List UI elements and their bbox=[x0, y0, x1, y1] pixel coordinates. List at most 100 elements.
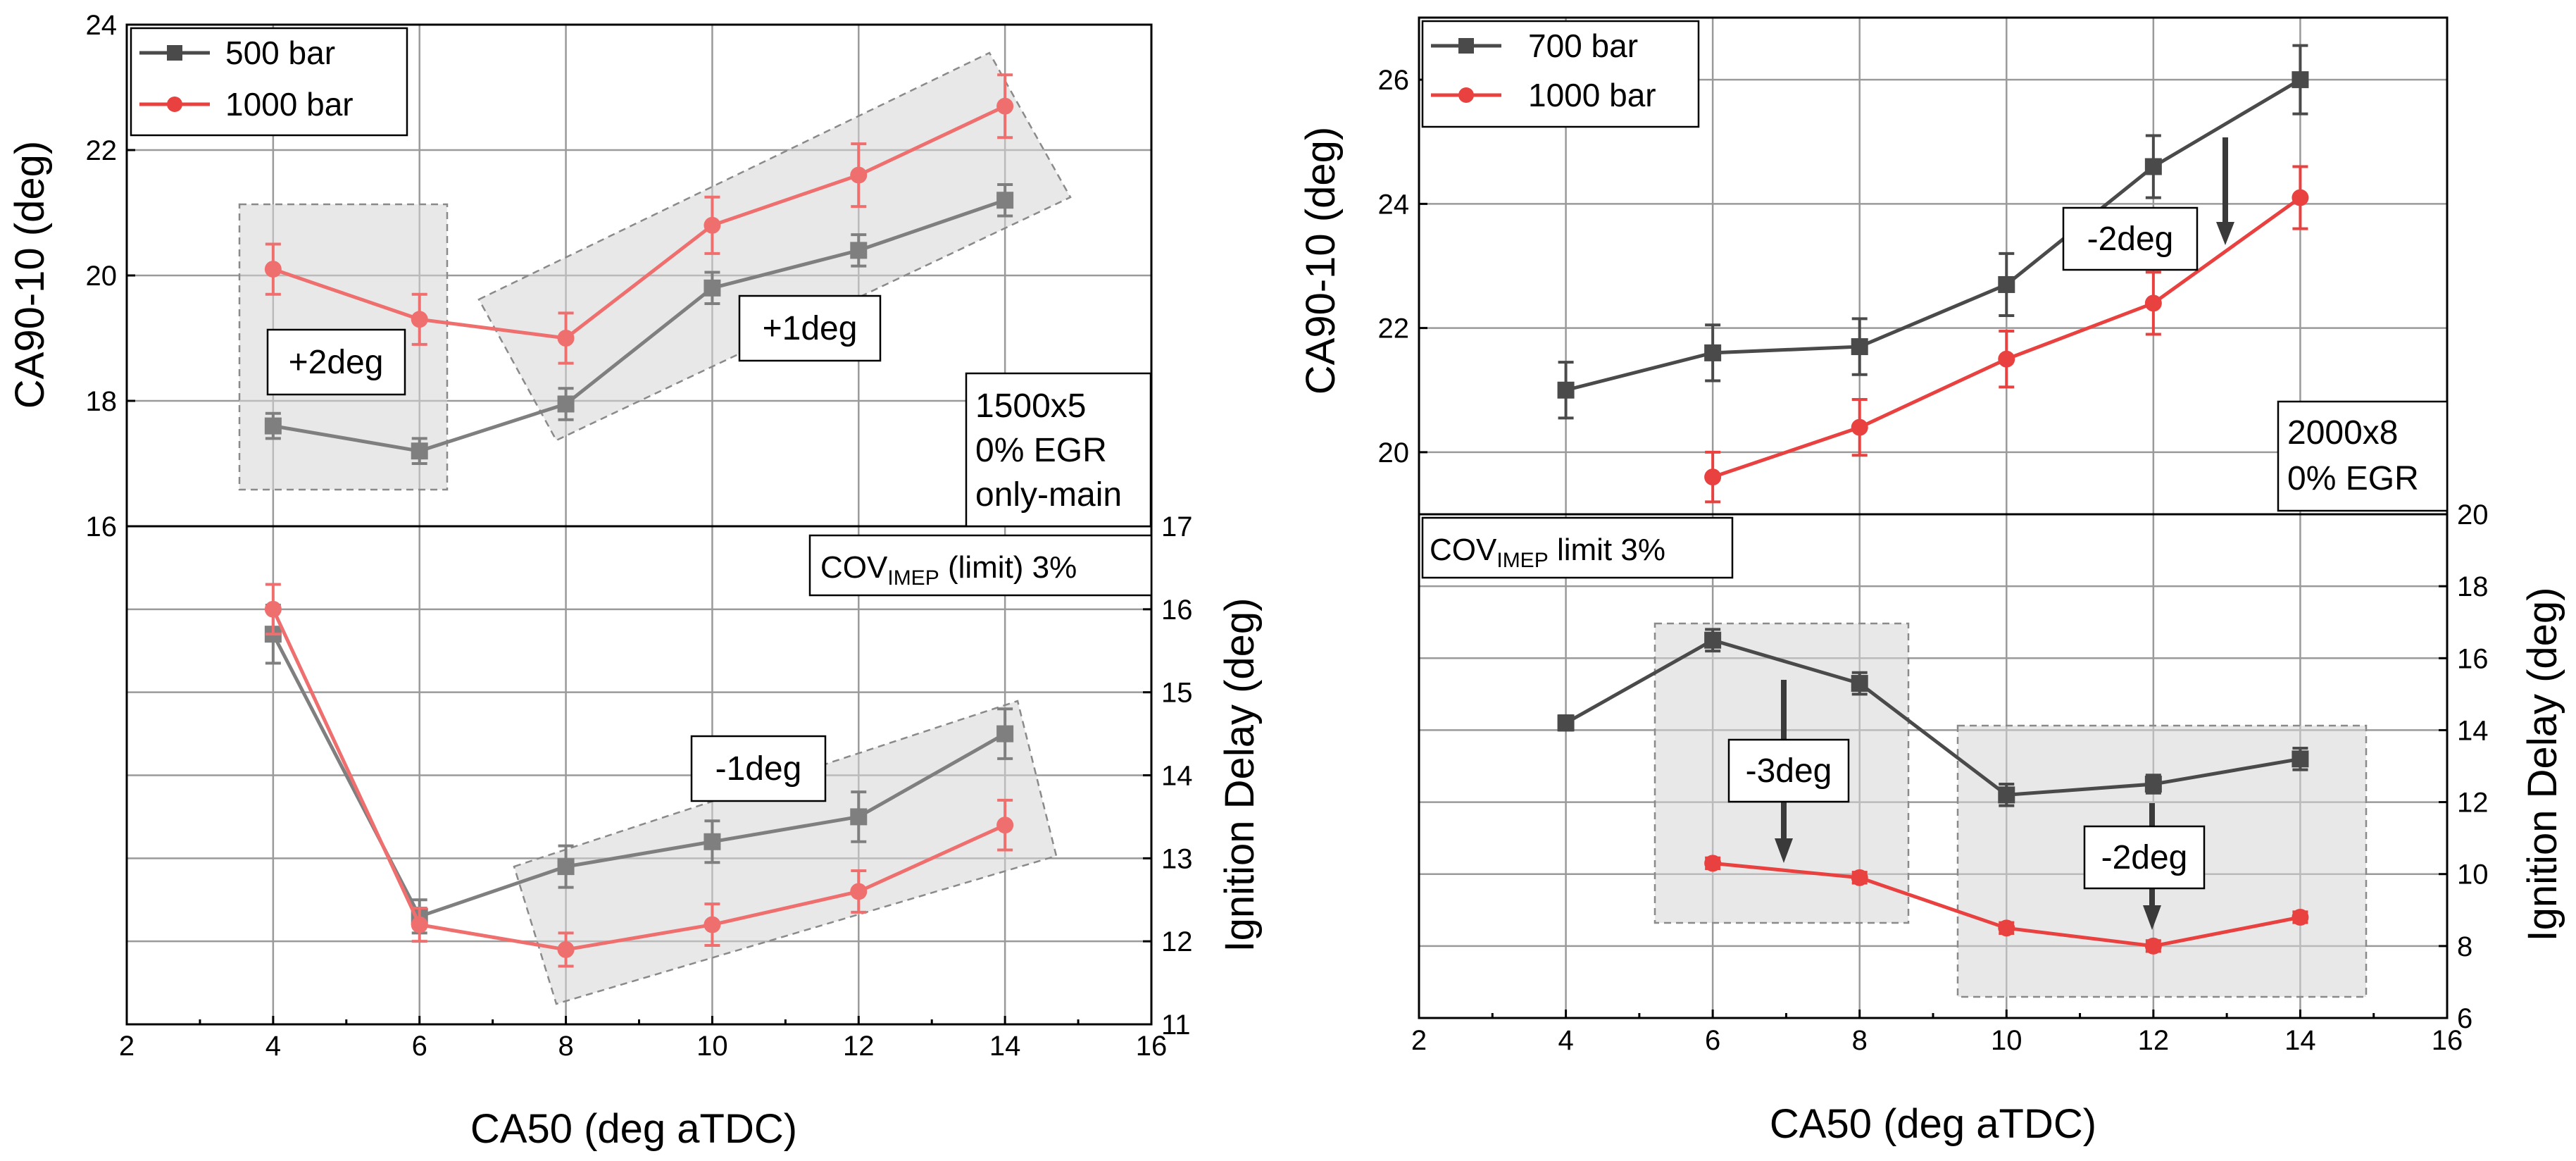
x-tick-label: 12 bbox=[843, 1031, 875, 1062]
top-y-tick-label: 20 bbox=[1378, 437, 1410, 468]
x-tick-label: 2 bbox=[119, 1031, 135, 1062]
top-series-line-1 bbox=[273, 104, 1006, 340]
top-series-line-0 bbox=[1565, 77, 2301, 392]
left-xlabel: CA50 (deg aTDC) bbox=[470, 1106, 797, 1152]
right-bottom-ylabel: Ignition Delay (deg) bbox=[2520, 588, 2565, 942]
right-cov-label: COVIMEP limit 3% bbox=[1430, 533, 1665, 572]
bottom-point-square bbox=[2291, 750, 2309, 768]
right-cov-tail: limit 3% bbox=[1549, 533, 1665, 567]
left-cov-label: COVIMEP (limit) 3% bbox=[820, 550, 1077, 590]
bottom-point-square bbox=[1704, 631, 1722, 649]
left-shaded-regions bbox=[238, 51, 1072, 1005]
x-tick-label: 16 bbox=[2432, 1025, 2463, 1056]
top-point-circle bbox=[264, 261, 282, 278]
bottom-point-square bbox=[557, 858, 575, 876]
right-legend: 700 bar 1000 bar bbox=[1421, 20, 1700, 128]
x-tick-label: 6 bbox=[1705, 1025, 1720, 1056]
bottom-point-circle bbox=[1704, 855, 1722, 872]
left-legend-marker-1 bbox=[167, 45, 182, 61]
left-annot-plus1: +1deg bbox=[763, 310, 858, 347]
top-point-circle bbox=[1704, 468, 1722, 486]
top-point-circle bbox=[411, 311, 428, 328]
top-y-tick-label: 20 bbox=[86, 261, 118, 292]
left-annot-box-minus1 bbox=[690, 735, 827, 802]
right-annot-minus2-bottom: -2deg bbox=[2101, 839, 2188, 876]
left-annot-box-plus1 bbox=[738, 294, 882, 362]
left-top-ylabel: CA90-10 (deg) bbox=[7, 141, 53, 409]
top-point-circle bbox=[996, 97, 1014, 115]
left-legend-label-1: 500 bar bbox=[225, 35, 335, 71]
right-legend-marker-1 bbox=[1458, 38, 1474, 54]
top-point-square bbox=[1851, 338, 1868, 356]
top-point-square bbox=[2144, 158, 2162, 175]
top-y-tick-label: 26 bbox=[1378, 65, 1410, 96]
x-tick-label: 8 bbox=[558, 1031, 573, 1062]
bottom-point-square bbox=[1998, 786, 2015, 804]
right-condition-line-1: 2000x8 bbox=[2287, 414, 2398, 452]
top-point-square bbox=[704, 279, 721, 297]
x-tick-label: 14 bbox=[989, 1031, 1021, 1062]
bottom-y-tick-label: 13 bbox=[1161, 843, 1193, 874]
bottom-point-circle bbox=[704, 916, 721, 933]
top-point-square bbox=[264, 417, 282, 435]
top-point-square bbox=[557, 395, 575, 413]
top-point-square bbox=[850, 242, 868, 259]
top-point-circle bbox=[850, 166, 868, 184]
top-point-circle bbox=[2291, 189, 2309, 206]
top-point-circle bbox=[557, 330, 575, 347]
bottom-y-tick-label: 16 bbox=[2457, 643, 2489, 674]
left-annot-plus2: +2deg bbox=[289, 344, 384, 381]
bottom-point-square bbox=[850, 808, 868, 826]
left-legend-marker-2 bbox=[167, 97, 182, 112]
bottom-point-square bbox=[1557, 714, 1575, 732]
x-tick-label: 4 bbox=[265, 1031, 281, 1062]
bottom-y-tick-label: 12 bbox=[1161, 926, 1193, 957]
bottom-y-tick-label: 20 bbox=[2457, 499, 2489, 530]
bottom-y-tick-label: 14 bbox=[1161, 761, 1193, 792]
left-legend: 500 bar 1000 bar bbox=[130, 27, 408, 137]
right-legend-label-2: 1000 bar bbox=[1528, 77, 1656, 113]
region-plus1deg bbox=[477, 51, 1072, 442]
left-legend-label-2: 1000 bar bbox=[225, 86, 354, 123]
left-condition-line-2: 0% EGR bbox=[975, 432, 1107, 469]
x-tick-label: 14 bbox=[2284, 1025, 2316, 1056]
bottom-y-tick-label: 15 bbox=[1161, 678, 1193, 709]
bottom-point-circle bbox=[411, 916, 428, 933]
bottom-point-square bbox=[2144, 776, 2162, 793]
bottom-y-tick-label: 11 bbox=[1161, 1010, 1191, 1041]
bottom-y-tick-label: 18 bbox=[2457, 571, 2489, 602]
bottom-y-tick-label: 16 bbox=[1161, 595, 1193, 626]
x-tick-label: 10 bbox=[1991, 1025, 2022, 1056]
bottom-point-circle bbox=[1851, 869, 1868, 886]
right-condition-line-2: 0% EGR bbox=[2287, 460, 2419, 497]
right-legend-marker-2 bbox=[1458, 87, 1474, 103]
right-legend-label-1: 700 bar bbox=[1528, 27, 1638, 64]
top-point-square bbox=[1557, 381, 1575, 399]
bottom-y-tick-label: 6 bbox=[2457, 1003, 2472, 1034]
x-tick-label: 16 bbox=[1136, 1031, 1168, 1062]
bottom-series-line-0 bbox=[1565, 638, 2301, 797]
right-shaded-regions bbox=[1653, 622, 2368, 998]
top-point-circle bbox=[704, 216, 721, 234]
right-annot-box-minus3 bbox=[1727, 738, 1850, 803]
bottom-point-square bbox=[704, 833, 721, 850]
bottom-series-line-1 bbox=[271, 608, 1006, 952]
bottom-point-circle bbox=[1998, 919, 2015, 937]
left-cov-box bbox=[808, 534, 1153, 597]
top-y-tick-label: 22 bbox=[1378, 313, 1410, 344]
bottom-point-circle bbox=[557, 940, 575, 958]
top-y-tick-label: 16 bbox=[86, 511, 118, 542]
bottom-y-tick-label: 14 bbox=[2457, 715, 2489, 746]
bottom-point-circle bbox=[2291, 909, 2309, 926]
top-series-line-0 bbox=[273, 198, 1006, 453]
bottom-point-square bbox=[1851, 675, 1868, 693]
right-cov-sub: IMEP bbox=[1496, 549, 1548, 572]
right-annot-minus3: -3deg bbox=[1746, 752, 1832, 790]
left-condition-line-1: 1500x5 bbox=[975, 387, 1086, 425]
left-condition-line-3: only-main bbox=[975, 476, 1122, 514]
top-point-square bbox=[411, 442, 428, 460]
